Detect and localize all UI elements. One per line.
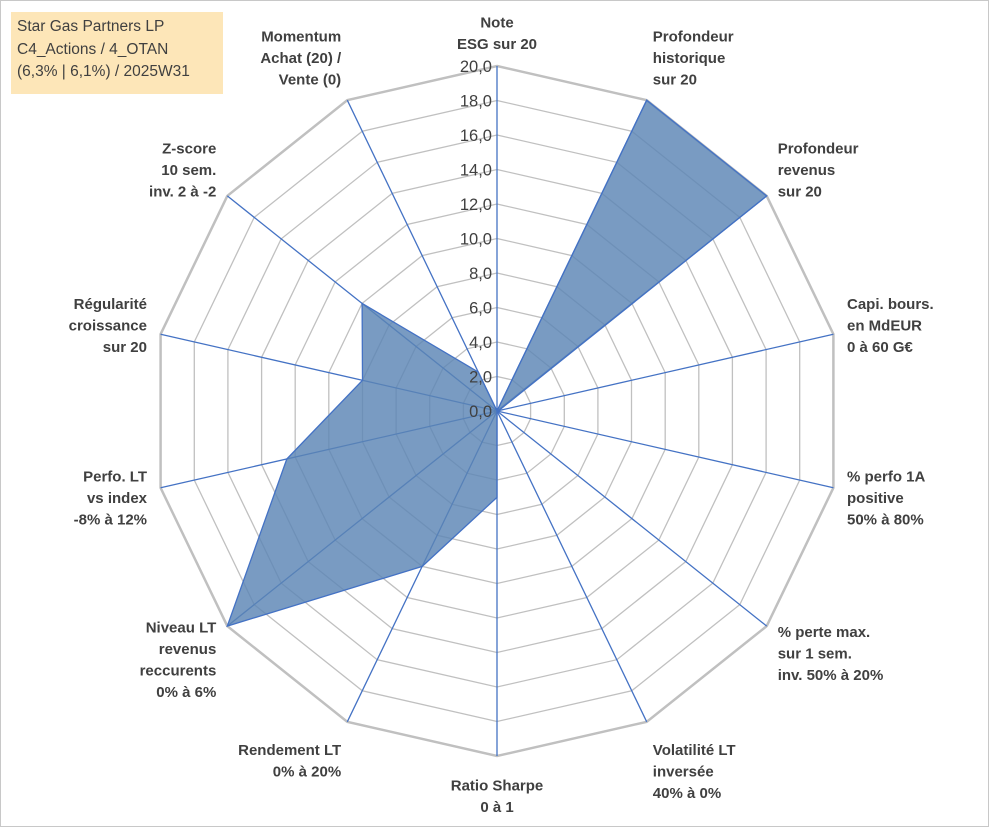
axis-label: Volatilité LT inversée 40% à 0% bbox=[653, 742, 736, 802]
axis-label: Z-score 10 sem. inv. 2 à -2 bbox=[149, 140, 216, 200]
tick-label: 0,0 bbox=[469, 403, 492, 421]
axis-label: Niveau LT revenus reccurents 0% à 6% bbox=[140, 620, 217, 702]
title-line-category: C4_Actions / 4_OTAN bbox=[17, 40, 169, 58]
axis-label: Capi. bours. en MdEUR 0 à 60 G€ bbox=[847, 296, 934, 356]
tick-label: 8,0 bbox=[469, 265, 492, 283]
axis-label: Ratio Sharpe 0 à 1 bbox=[451, 778, 544, 817]
axis-spoke bbox=[496, 410, 648, 723]
axis-labels: Note ESG sur 20 Profondeur historique sur 20… bbox=[69, 15, 934, 817]
axis-label: Rendement LT 0% à 20% bbox=[238, 742, 341, 781]
tick-label: 18,0 bbox=[460, 93, 492, 111]
axis-spoke bbox=[346, 99, 498, 412]
tick-label: 2,0 bbox=[469, 369, 492, 387]
axis-label: Régularité croissance sur 20 bbox=[69, 296, 147, 356]
series-area bbox=[226, 99, 768, 628]
title-line-stats: (6,3% | 6,1%) / 2025W31 bbox=[17, 63, 190, 80]
axis-spoke bbox=[496, 410, 768, 627]
axis-label: % perte max. sur 1 sem. inv. 50% à 20% bbox=[778, 624, 884, 684]
title-box: Star Gas Partners LP C4_Actions / 4_OTAN… bbox=[11, 12, 223, 94]
tick-label: 16,0 bbox=[460, 127, 492, 145]
tick-labels: 0,0 2,0 4,0 6,0 8,0 10,0 12,0 14,0 16,0 18,0 20,0 bbox=[460, 58, 492, 421]
tick-label: 10,0 bbox=[460, 231, 492, 249]
axis-spoke bbox=[496, 333, 834, 412]
tick-label: 4,0 bbox=[469, 334, 492, 352]
axis-label: % perfo 1A positive 50% à 80% bbox=[847, 469, 926, 529]
title-line-company: Star Gas Partners LP bbox=[17, 18, 165, 35]
axis-spoke bbox=[496, 410, 834, 489]
axis-label: Profondeur historique sur 20 bbox=[653, 29, 734, 89]
tick-label: 20,0 bbox=[460, 58, 492, 76]
axis-label: Profondeur revenus sur 20 bbox=[778, 140, 859, 200]
tick-label: 14,0 bbox=[460, 162, 492, 180]
axis-label: Note ESG sur 20 bbox=[457, 15, 537, 54]
axis-label: Perfo. LT vs index -8% à 12% bbox=[74, 469, 148, 529]
axis-label: Momentum Achat (20) / Vente (0) bbox=[260, 29, 342, 89]
tick-label: 12,0 bbox=[460, 196, 492, 214]
tick-label: 6,0 bbox=[469, 300, 492, 318]
series bbox=[226, 99, 768, 628]
